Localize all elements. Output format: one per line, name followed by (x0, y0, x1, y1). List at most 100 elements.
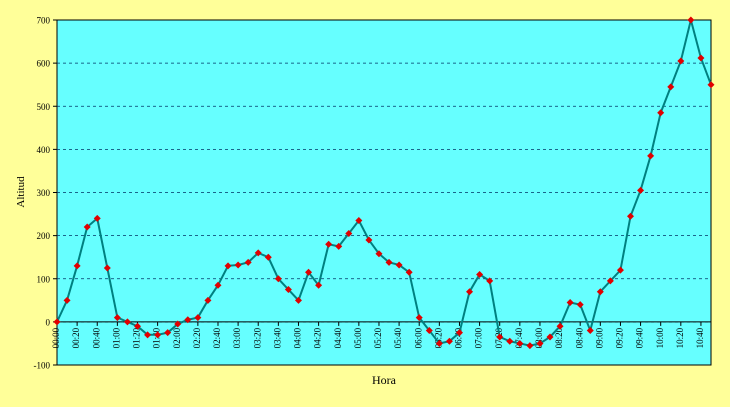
x-tick-label: 07:40 (514, 327, 524, 348)
x-tick-label: 09:40 (635, 327, 645, 348)
data-point-marker (83, 223, 91, 231)
y-tick-label: 600 (37, 59, 51, 69)
data-point-marker (647, 152, 655, 160)
y-tick-label: 200 (37, 231, 51, 241)
x-tick-label: 00:40 (91, 327, 101, 348)
data-point-marker (486, 277, 494, 285)
data-point-marker (305, 268, 313, 276)
y-tick-label: 100 (37, 274, 51, 284)
x-tick-label: 02:40 (212, 327, 222, 348)
data-point-marker (616, 266, 624, 274)
data-point-marker (627, 212, 635, 220)
data-point-marker (154, 331, 162, 339)
data-point-marker (113, 314, 121, 322)
data-point-marker (264, 253, 272, 261)
y-tick-label: 700 (37, 16, 51, 26)
data-point-marker (254, 249, 262, 257)
x-tick-label: 01:00 (111, 327, 121, 348)
data-point-marker (63, 296, 71, 304)
x-tick-label: 06:40 (454, 327, 464, 348)
x-tick-label: 10:40 (695, 327, 705, 348)
data-point-marker (677, 57, 685, 65)
data-point-marker (103, 264, 111, 272)
data-point-marker (476, 270, 484, 278)
y-tick-label: 300 (37, 188, 51, 198)
x-tick-label: 05:40 (393, 327, 403, 348)
data-point-marker (325, 240, 333, 248)
data-point-marker (144, 331, 152, 339)
data-point-marker (405, 268, 413, 276)
x-tick-label: 10:20 (675, 327, 685, 348)
x-tick-label: 01:20 (132, 327, 142, 348)
data-point-marker (637, 186, 645, 194)
x-tick-label: 00:00 (51, 327, 61, 348)
data-point-marker (375, 250, 383, 258)
data-point-marker (536, 339, 544, 347)
data-point-marker (385, 258, 393, 266)
x-tick-label: 05:20 (373, 327, 383, 348)
x-axis-title: Hora (372, 373, 397, 387)
series-layer (53, 16, 715, 350)
data-point-marker (194, 314, 202, 322)
gridlines (57, 62, 711, 323)
y-tick-label: 500 (37, 102, 51, 112)
data-point-marker (53, 318, 61, 326)
data-point-marker (335, 242, 343, 250)
data-point-marker (365, 236, 373, 244)
data-point-marker (204, 296, 212, 304)
data-point-marker (586, 327, 594, 334)
data-point-marker (667, 83, 675, 91)
x-tick-label: 04:20 (313, 327, 323, 348)
data-point-marker (445, 337, 453, 345)
data-point-marker (294, 296, 302, 304)
x-tick-label: 08:00 (534, 327, 544, 348)
x-tick-label: 03:40 (272, 327, 282, 348)
data-point-marker (315, 281, 323, 289)
x-tick-label: 03:00 (232, 327, 242, 348)
x-tick-label: 05:00 (353, 327, 363, 348)
data-point-marker (546, 333, 554, 341)
data-point-marker (566, 298, 574, 306)
data-point-marker (526, 342, 534, 350)
data-point-marker (214, 281, 222, 289)
data-point-marker (576, 301, 584, 309)
x-tick-label: 01:40 (152, 327, 162, 348)
y-tick-label: 400 (37, 145, 51, 155)
x-tick-label: 03:20 (252, 327, 262, 348)
data-point-marker (123, 318, 131, 326)
data-point-marker (164, 329, 172, 337)
x-tick-label: 04:00 (293, 327, 303, 348)
x-tick-label: 02:00 (172, 327, 182, 348)
data-point-marker (496, 333, 504, 341)
x-tick-label: 04:40 (333, 327, 343, 348)
data-point-marker (224, 262, 232, 270)
x-tick-label: 07:00 (474, 327, 484, 348)
data-point-marker (606, 277, 614, 285)
x-tick-label: 08:20 (554, 327, 564, 348)
data-point-marker (73, 262, 81, 270)
data-point-marker (244, 258, 252, 266)
data-point-marker (516, 339, 524, 347)
data-point-marker (687, 16, 695, 24)
data-point-marker (596, 288, 604, 296)
data-point-marker (455, 329, 463, 337)
x-tick-label: 02:20 (192, 327, 202, 348)
x-tick-label: 09:20 (615, 327, 625, 348)
data-point-marker (697, 54, 705, 62)
data-point-marker (435, 339, 443, 347)
data-point-marker (184, 316, 192, 324)
y-axis-title: Altitud (15, 176, 27, 208)
data-point-marker (284, 286, 292, 294)
y-tick-label: 0 (46, 317, 51, 327)
y-axis-ticks: -100 0 100 200 300 400 500 600 700 (34, 16, 57, 371)
x-tick-label: 10:00 (655, 327, 665, 348)
data-point-marker (466, 288, 474, 296)
data-point-marker (174, 320, 182, 328)
data-point-marker (234, 261, 242, 269)
data-point-marker (133, 322, 141, 330)
data-point-marker (274, 275, 282, 283)
data-point-marker (506, 337, 514, 345)
data-point-marker (657, 109, 665, 117)
x-tick-label: 06:20 (433, 327, 443, 348)
